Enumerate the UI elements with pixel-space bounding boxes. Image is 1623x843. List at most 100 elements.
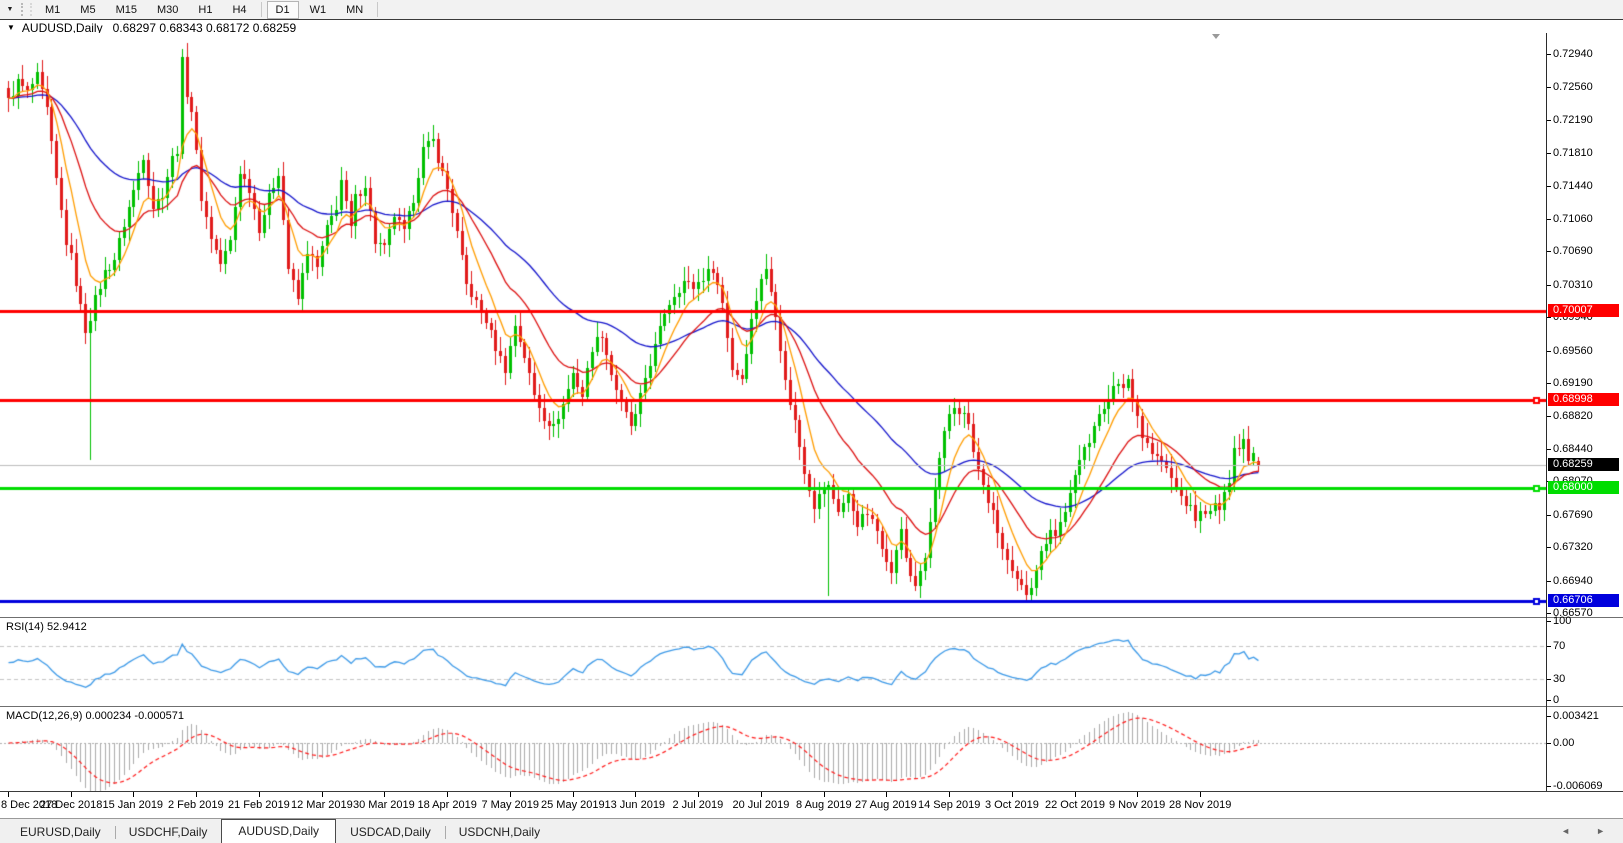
toolbar-grip-handle[interactable]: [21, 3, 32, 16]
timeframe-button-h4[interactable]: H4: [232, 3, 247, 16]
price-axis-tick: [1547, 54, 1551, 55]
tab-usdcad[interactable]: USDCAD,Daily: [350, 825, 431, 839]
tabbar-border: [0, 818, 1623, 819]
rsi-axis-label: 100: [1553, 615, 1572, 627]
timeframe-button-m1[interactable]: M1: [45, 3, 61, 16]
date-axis-label: 12 Mar 2019: [291, 799, 353, 811]
timeframe-button-d1[interactable]: D1: [266, 0, 299, 19]
price-axis-tick: [1547, 416, 1551, 417]
rsi-axis-tick: [1547, 700, 1551, 701]
price-axis-label: 0.68440: [1553, 443, 1593, 455]
chart-shift-marker[interactable]: [1212, 34, 1220, 39]
tab-scroll-controls: ◄ ►: [1561, 819, 1605, 843]
timeframe-button-m30[interactable]: M30: [156, 3, 179, 16]
timeframe-button-w1[interactable]: W1: [309, 3, 327, 16]
date-axis-label: 30 Mar 2019: [353, 799, 415, 811]
tab-audusd[interactable]: AUDUSD,Daily: [221, 819, 337, 843]
date-axis-label: 9 Nov 2019: [1109, 799, 1166, 811]
rsi-axis-tick: [1547, 621, 1551, 622]
date-axis[interactable]: 8 Dec 2018 27 Dec 2018 15 Jan 2019 2 Feb 20…: [0, 792, 1623, 818]
hline-price-tag[interactable]: 0.68998: [1548, 393, 1619, 406]
date-axis-tick: [886, 792, 887, 797]
rsi-axis-label: 0: [1553, 694, 1560, 706]
price-axis-tick: [1547, 153, 1551, 154]
price-axis-label: 0.66940: [1553, 575, 1593, 587]
symbol-tab-bar: EURUSD,Daily USDCHF,Daily AUDUSD,Daily USDC…: [0, 819, 1623, 843]
price-axis-label: 0.70310: [1553, 279, 1593, 291]
tab-scroll-left-icon[interactable]: ◄: [1561, 826, 1571, 836]
price-axis-tick: [1547, 87, 1551, 88]
date-axis-tick: [1200, 792, 1201, 797]
date-axis-label: 2 Feb 2019: [168, 799, 224, 811]
price-axis-label: 0.67320: [1553, 541, 1593, 553]
date-axis-label: 22 Oct 2019: [1045, 799, 1105, 811]
date-axis-label: 2 Jul 2019: [672, 799, 724, 811]
macd-axis-label: 0.003421: [1553, 710, 1599, 722]
macd-axis-label: -0.006069: [1553, 780, 1603, 792]
tab-eurusd[interactable]: EURUSD,Daily: [20, 825, 101, 839]
date-axis-tick: [133, 792, 134, 797]
date-axis-tick: [1137, 792, 1138, 797]
macd-axis-tick: [1547, 716, 1551, 717]
price-axis-tick: [1547, 251, 1551, 252]
date-axis-label: 27 Aug 2019: [855, 799, 917, 811]
toolbar-dropdown-icon[interactable]: ▼: [6, 6, 14, 13]
macd-axis-label: 0.00: [1553, 737, 1575, 749]
price-axis-label: 0.68820: [1553, 410, 1593, 422]
price-axis-label: 0.69560: [1553, 345, 1593, 357]
date-axis-label: 25 May 2019: [541, 799, 605, 811]
panel-separator[interactable]: [0, 706, 1623, 707]
tab-usdchf[interactable]: USDCHF,Daily: [114, 822, 222, 843]
date-axis-tick: [824, 792, 825, 797]
date-axis-label: 15 Jan 2019: [102, 799, 164, 811]
date-axis-label: 20 Jul 2019: [732, 799, 790, 811]
date-axis-label: 14 Sep 2019: [918, 799, 981, 811]
date-axis-tick: [384, 792, 385, 797]
hline-price-tag[interactable]: 0.70007: [1548, 304, 1619, 317]
macd-axis-tick: [1547, 743, 1551, 744]
date-axis-tick: [196, 792, 197, 797]
macd-indicator-panel[interactable]: [0, 707, 1546, 791]
date-axis-tick: [8, 792, 9, 797]
hline-price-tag[interactable]: 0.68000: [1548, 481, 1619, 494]
panel-separator: [0, 791, 1623, 792]
date-axis-label: 7 May 2019: [481, 799, 539, 811]
date-axis-label: 28 Nov 2019: [1169, 799, 1232, 811]
hline-price-tag[interactable]: 0.66706: [1548, 594, 1619, 607]
price-axis-tick: [1547, 186, 1551, 187]
price-axis-tick: [1547, 351, 1551, 352]
date-axis-tick: [635, 792, 636, 797]
window-border: [0, 19, 1623, 20]
date-axis-label: 8 Dec 2018: [1, 799, 58, 811]
chart-collapse-icon[interactable]: ▼: [7, 23, 15, 32]
date-axis-tick: [573, 792, 574, 797]
tab-scroll-right-icon[interactable]: ►: [1596, 826, 1605, 836]
price-axis-label: 0.71440: [1553, 180, 1593, 192]
toolbar-separator: [260, 2, 262, 17]
date-axis-label: 8 Aug 2019: [796, 799, 852, 811]
main-price-chart[interactable]: [0, 33, 1546, 617]
price-axis-label: 0.71810: [1553, 147, 1593, 159]
price-axis-label: 0.72940: [1553, 48, 1593, 60]
timeframe-toolbar: ▼ M1 M5 M15 M30 H1 H4 D1 W1 MN: [0, 0, 1623, 19]
timeframe-buttons: M1 M5 M15 M30 H1 H4 D1 W1 MN: [35, 0, 373, 19]
price-axis-tick: [1547, 120, 1551, 121]
timeframe-button-m15[interactable]: M15: [115, 3, 137, 16]
date-axis-tick: [447, 792, 448, 797]
timeframe-button-m5[interactable]: M5: [80, 3, 96, 16]
rsi-axis-label: 70: [1553, 640, 1566, 652]
rsi-indicator-panel[interactable]: [0, 618, 1546, 706]
timeframe-button-h1[interactable]: H1: [198, 3, 213, 16]
date-axis-tick: [322, 792, 323, 797]
panel-separator[interactable]: [0, 617, 1623, 618]
date-axis-label: 21 Feb 2019: [228, 799, 290, 811]
rsi-axis-label: 30: [1553, 673, 1566, 685]
rsi-axis-tick: [1547, 679, 1551, 680]
timeframe-button-mn[interactable]: MN: [346, 3, 364, 16]
price-axis-tick: [1547, 285, 1551, 286]
rsi-axis-tick: [1547, 646, 1551, 647]
price-axis-tick: [1547, 581, 1551, 582]
date-axis-label: 18 Apr 2019: [417, 799, 477, 811]
tab-usdcnh[interactable]: USDCNH,Daily: [444, 822, 554, 843]
